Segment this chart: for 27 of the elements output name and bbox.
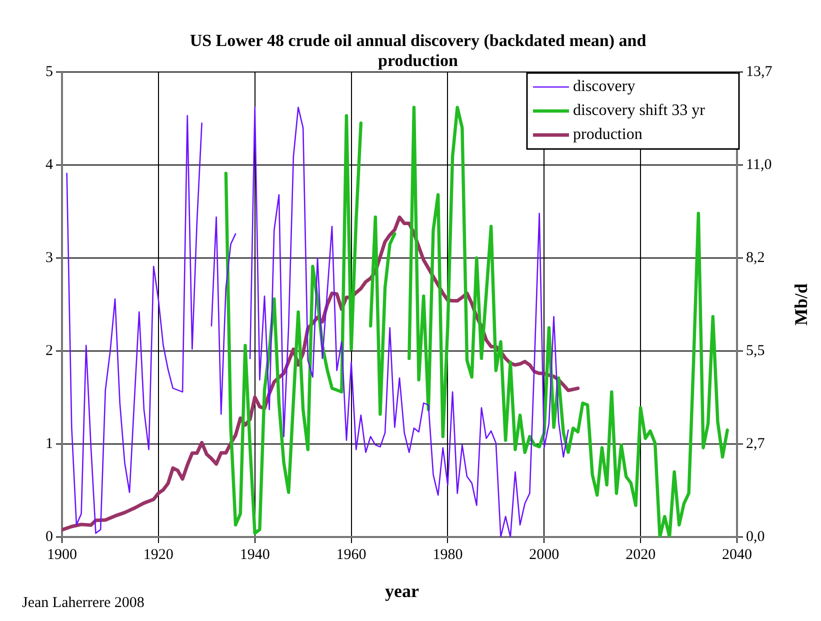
- y-tick-label: 1: [46, 436, 53, 452]
- x-tick-label: 2000: [529, 546, 560, 563]
- legend-label: discovery: [573, 78, 636, 96]
- y-tick-label: 4: [46, 156, 54, 173]
- x-tick-label: 1940: [240, 546, 270, 563]
- x-tick-label: 1980: [432, 546, 463, 563]
- y2-tick-label: 5,5: [746, 342, 765, 359]
- x-tick-label: 1900: [47, 546, 77, 563]
- text: Jean Laherrere 2008: [22, 595, 144, 611]
- y2-tick-label: 8,2: [746, 250, 765, 266]
- x-tick-label: 1960: [336, 546, 366, 563]
- legend-label: discovery shift 33 yr: [573, 102, 706, 120]
- x-tick-label: 2020: [626, 546, 656, 563]
- y-tick-label: 0: [46, 528, 53, 545]
- y-tick-label: 2: [46, 342, 53, 359]
- x-tick-label: 1920: [143, 546, 174, 563]
- x-tick-label: 2040: [722, 546, 752, 563]
- y2-axis-title: Mb/d: [791, 283, 811, 326]
- x-axis-title: year: [385, 581, 419, 601]
- y2-tick-label: 13,7: [746, 64, 773, 80]
- y2-tick-label: 11,0: [746, 156, 772, 173]
- y2-tick-label: 2,7: [746, 436, 766, 452]
- chart-title: US Lower 48 crude oil annual discovery (backdated mean) and production: [190, 31, 647, 70]
- legend-label: production: [573, 126, 642, 144]
- y2-tick-label: 0,0: [746, 528, 765, 545]
- y-tick-label: 3: [46, 250, 53, 266]
- y-tick-label: 5: [46, 64, 53, 80]
